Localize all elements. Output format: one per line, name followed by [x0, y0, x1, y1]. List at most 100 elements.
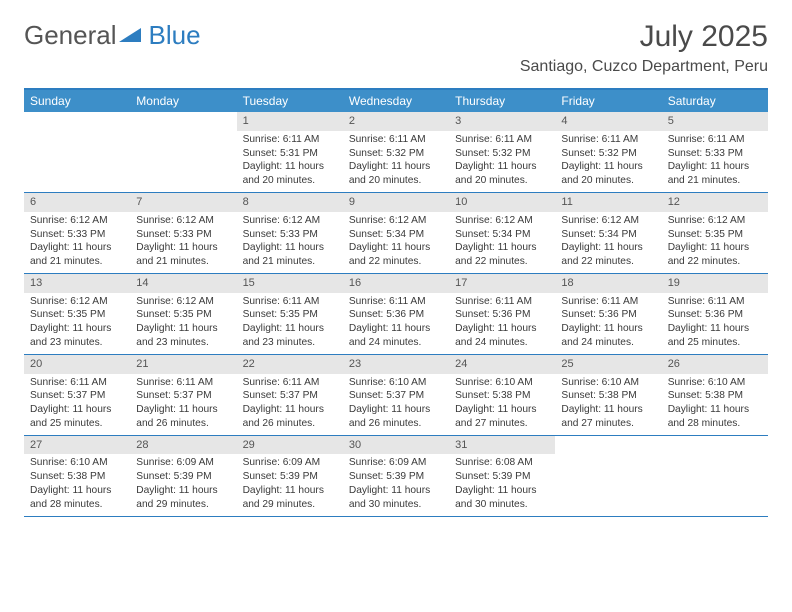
sunset-line: Sunset: 5:36 PM: [668, 308, 762, 322]
calendar-cell: 19Sunrise: 6:11 AMSunset: 5:36 PMDayligh…: [662, 274, 768, 354]
title-block: July 2025 Santiago, Cuzco Department, Pe…: [520, 20, 768, 76]
sunrise-line: Sunrise: 6:11 AM: [243, 133, 337, 147]
calendar-cell: 5Sunrise: 6:11 AMSunset: 5:33 PMDaylight…: [662, 112, 768, 192]
daylight-line: Daylight: 11 hours and 25 minutes.: [30, 403, 124, 431]
day-body: Sunrise: 6:11 AMSunset: 5:32 PMDaylight:…: [555, 131, 661, 192]
day-number: 18: [555, 274, 661, 293]
calendar-cell-empty: [24, 112, 130, 192]
day-number: 3: [449, 112, 555, 131]
calendar-cell: 10Sunrise: 6:12 AMSunset: 5:34 PMDayligh…: [449, 193, 555, 273]
sunset-line: Sunset: 5:34 PM: [455, 228, 549, 242]
weekday-header: Thursday: [449, 90, 555, 112]
day-body: Sunrise: 6:11 AMSunset: 5:32 PMDaylight:…: [449, 131, 555, 192]
calendar-cell: 22 Sunrise: 6:11 AMSunset: 5:37 PMDayligh…: [237, 355, 343, 435]
sunset-line: Sunset: 5:37 PM: [243, 389, 337, 403]
day-number: 14: [130, 274, 236, 293]
daylight-line: Daylight: 11 hours and 20 minutes.: [349, 160, 443, 188]
daylight-line: Daylight: 11 hours and 26 minutes.: [243, 403, 337, 431]
day-body: Sunrise: 6:12 AMSunset: 5:33 PMDaylight:…: [24, 212, 130, 273]
day-number: 8: [237, 193, 343, 212]
calendar: SundayMondayTuesdayWednesdayThursdayFrid…: [24, 88, 768, 517]
calendar-cell: 12 Sunrise: 6:12 AMSunset: 5:35 PMDayligh…: [662, 193, 768, 273]
sunrise-line: Sunrise: 6:11 AM: [455, 295, 549, 309]
sunset-line: Sunset: 5:39 PM: [455, 470, 549, 484]
sunset-line: Sunset: 5:32 PM: [455, 147, 549, 161]
day-number: 12: [662, 193, 768, 212]
daylight-line: Daylight: 11 hours and 21 minutes.: [136, 241, 230, 269]
day-body: Sunrise: 6:11 AMSunset: 5:37 PMDaylight:…: [130, 374, 236, 435]
sunset-line: Sunset: 5:36 PM: [455, 308, 549, 322]
sunset-line: Sunset: 5:34 PM: [561, 228, 655, 242]
location-subtitle: Santiago, Cuzco Department, Peru: [520, 58, 768, 76]
sunset-line: Sunset: 5:38 PM: [455, 389, 549, 403]
sunset-line: Sunset: 5:36 PM: [561, 308, 655, 322]
sunrise-line: Sunrise: 6:11 AM: [243, 295, 337, 309]
calendar-week-row: 1Sunrise: 6:11 AMSunset: 5:31 PMDaylight…: [24, 112, 768, 193]
calendar-week-row: 6Sunrise: 6:12 AMSunset: 5:33 PMDaylight…: [24, 193, 768, 274]
brand-triangle-icon: [119, 20, 143, 51]
sunrise-line: Sunrise: 6:11 AM: [243, 376, 337, 390]
day-number: 21: [130, 355, 236, 374]
sunrise-line: Sunrise: 6:12 AM: [455, 214, 549, 228]
sunrise-line: Sunrise: 6:11 AM: [136, 376, 230, 390]
calendar-cell: 9Sunrise: 6:12 AMSunset: 5:34 PMDaylight…: [343, 193, 449, 273]
day-number: 22: [237, 355, 343, 374]
calendar-cell-empty: [662, 436, 768, 516]
sunset-line: Sunset: 5:34 PM: [349, 228, 443, 242]
day-body: Sunrise: 6:11 AMSunset: 5:36 PMDaylight:…: [449, 293, 555, 354]
day-number: 1: [237, 112, 343, 131]
sunset-line: Sunset: 5:33 PM: [668, 147, 762, 161]
sunset-line: Sunset: 5:35 PM: [136, 308, 230, 322]
sunset-line: Sunset: 5:35 PM: [30, 308, 124, 322]
weekday-header: Sunday: [24, 90, 130, 112]
day-number: 16: [343, 274, 449, 293]
sunrise-line: Sunrise: 6:10 AM: [349, 376, 443, 390]
calendar-cell: 15Sunrise: 6:11 AMSunset: 5:35 PMDayligh…: [237, 274, 343, 354]
daylight-line: Daylight: 11 hours and 21 minutes.: [668, 160, 762, 188]
calendar-cell: 7Sunrise: 6:12 AMSunset: 5:33 PMDaylight…: [130, 193, 236, 273]
day-number: 5: [662, 112, 768, 131]
sunrise-line: Sunrise: 6:09 AM: [136, 456, 230, 470]
sunrise-line: Sunrise: 6:12 AM: [668, 214, 762, 228]
day-body: Sunrise: 6:12 AMSunset: 5:35 PMDaylight:…: [130, 293, 236, 354]
calendar-cell-empty: [130, 112, 236, 192]
day-body: Sunrise: 6:10 AMSunset: 5:38 PMDaylight:…: [662, 374, 768, 435]
sunrise-line: Sunrise: 6:11 AM: [455, 133, 549, 147]
day-number: 13: [24, 274, 130, 293]
calendar-cell: 26Sunrise: 6:10 AMSunset: 5:38 PMDayligh…: [662, 355, 768, 435]
day-body: Sunrise: 6:11 AMSunset: 5:36 PMDaylight:…: [343, 293, 449, 354]
daylight-line: Daylight: 11 hours and 22 minutes.: [668, 241, 762, 269]
sunset-line: Sunset: 5:32 PM: [561, 147, 655, 161]
sunset-line: Sunset: 5:39 PM: [136, 470, 230, 484]
calendar-cell: 29Sunrise: 6:09 AMSunset: 5:39 PMDayligh…: [237, 436, 343, 516]
weekday-header: Saturday: [662, 90, 768, 112]
calendar-cell: 8Sunrise: 6:12 AMSunset: 5:33 PMDaylight…: [237, 193, 343, 273]
day-body: Sunrise: 6:10 AMSunset: 5:37 PMDaylight:…: [343, 374, 449, 435]
day-body: Sunrise: 6:12 AMSunset: 5:33 PMDaylight:…: [237, 212, 343, 273]
daylight-line: Daylight: 11 hours and 20 minutes.: [243, 160, 337, 188]
calendar-cell: 11Sunrise: 6:12 AMSunset: 5:34 PMDayligh…: [555, 193, 661, 273]
sunset-line: Sunset: 5:37 PM: [136, 389, 230, 403]
sunset-line: Sunset: 5:38 PM: [561, 389, 655, 403]
day-body: Sunrise: 6:09 AMSunset: 5:39 PMDaylight:…: [237, 454, 343, 515]
daylight-line: Daylight: 11 hours and 29 minutes.: [243, 484, 337, 512]
sunrise-line: Sunrise: 6:08 AM: [455, 456, 549, 470]
weekday-header: Wednesday: [343, 90, 449, 112]
sunset-line: Sunset: 5:33 PM: [30, 228, 124, 242]
daylight-line: Daylight: 11 hours and 28 minutes.: [668, 403, 762, 431]
calendar-cell: 17Sunrise: 6:11 AMSunset: 5:36 PMDayligh…: [449, 274, 555, 354]
daylight-line: Daylight: 11 hours and 30 minutes.: [455, 484, 549, 512]
day-number: 17: [449, 274, 555, 293]
calendar-cell: 23Sunrise: 6:10 AMSunset: 5:37 PMDayligh…: [343, 355, 449, 435]
calendar-cell: 1Sunrise: 6:11 AMSunset: 5:31 PMDaylight…: [237, 112, 343, 192]
sunset-line: Sunset: 5:33 PM: [136, 228, 230, 242]
daylight-line: Daylight: 11 hours and 22 minutes.: [561, 241, 655, 269]
sunset-line: Sunset: 5:35 PM: [668, 228, 762, 242]
daylight-line: Daylight: 11 hours and 24 minutes.: [561, 322, 655, 350]
daylight-line: Daylight: 11 hours and 27 minutes.: [455, 403, 549, 431]
day-body: Sunrise: 6:11 AMSunset: 5:36 PMDaylight:…: [662, 293, 768, 354]
daylight-line: Daylight: 11 hours and 24 minutes.: [455, 322, 549, 350]
sunrise-line: Sunrise: 6:10 AM: [30, 456, 124, 470]
weekday-header: Friday: [555, 90, 661, 112]
sunrise-line: Sunrise: 6:09 AM: [349, 456, 443, 470]
